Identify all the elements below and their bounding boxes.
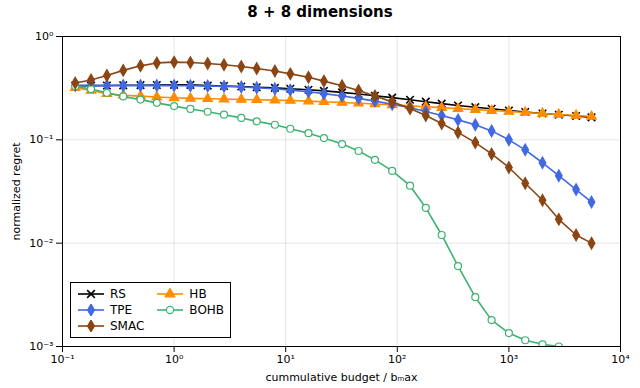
html-text:TPE: TPE: [110, 303, 133, 317]
svg-text:10²: 10²: [388, 353, 406, 366]
svg-text:10⁰: 10⁰: [165, 353, 184, 366]
svg-text:cummulative budget / bₘax: cummulative budget / bₘax: [265, 371, 418, 384]
svg-text:10⁻¹: 10⁻¹: [29, 133, 53, 146]
html-text:8 + 8 dimensions: 8 + 8 dimensions: [247, 3, 393, 21]
html-text:HB: HB: [189, 287, 207, 301]
svg-text:10⁰: 10⁰: [35, 30, 54, 43]
svg-text:10⁻³: 10⁻³: [29, 340, 53, 353]
html-text:RS: RS: [110, 287, 126, 301]
html-text:BOHB: BOHB: [189, 303, 225, 317]
svg-text:10⁻¹: 10⁻¹: [50, 353, 74, 366]
html-text:SMAC: SMAC: [110, 319, 145, 333]
svg-text:10³: 10³: [500, 353, 518, 366]
svg-text:normalized regret: normalized regret: [10, 142, 23, 241]
svg-text:10⁻²: 10⁻²: [29, 237, 53, 250]
svg-text:10⁴: 10⁴: [611, 353, 630, 366]
svg-text:10¹: 10¹: [276, 353, 294, 366]
